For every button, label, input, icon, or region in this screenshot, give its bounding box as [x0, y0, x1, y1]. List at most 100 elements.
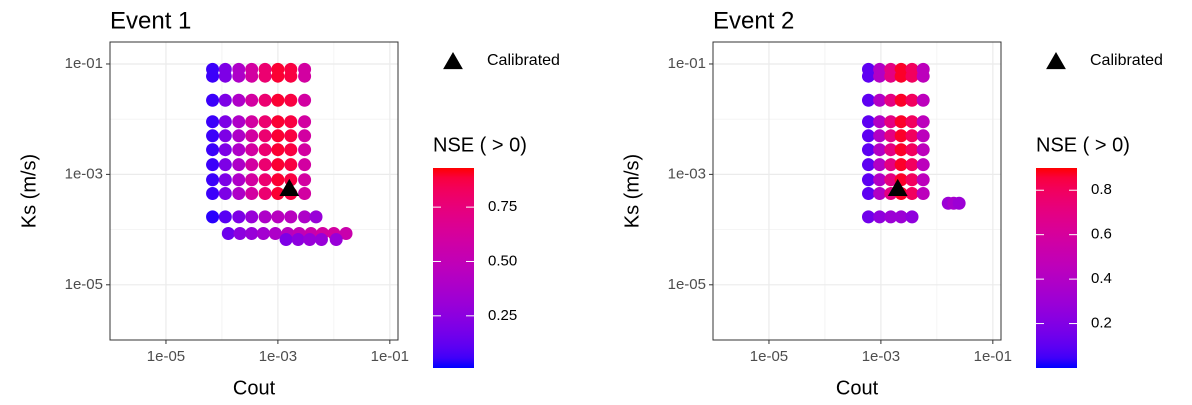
point [298, 129, 312, 143]
legend-label: Calibrated [1090, 52, 1163, 69]
legend-label: Calibrated [487, 52, 560, 69]
point [245, 115, 259, 129]
point [916, 93, 930, 107]
point [271, 115, 285, 129]
point [258, 93, 272, 107]
x-tick-label: 1e-05 [147, 348, 185, 365]
point [258, 129, 272, 143]
point [905, 158, 919, 172]
point [873, 158, 887, 172]
point [873, 143, 887, 157]
point [232, 187, 246, 201]
x-tick-label: 1e-01 [371, 348, 409, 365]
point [861, 93, 875, 107]
point [314, 233, 328, 247]
point [271, 143, 285, 157]
point [245, 158, 259, 172]
point [873, 115, 887, 129]
point [905, 143, 919, 157]
point [905, 187, 919, 201]
point [245, 226, 259, 240]
point [233, 226, 247, 240]
point [884, 158, 898, 172]
y-tick-label: 1e-05 [65, 276, 103, 293]
y-tick-label: 1e-01 [65, 55, 103, 72]
point [309, 210, 323, 224]
x-tick-label: 1e-05 [750, 348, 788, 365]
x-tick-label: 1e-01 [974, 348, 1012, 365]
point [271, 210, 285, 224]
point [245, 187, 259, 201]
point [232, 158, 246, 172]
point [861, 210, 875, 224]
point [861, 143, 875, 157]
point [873, 173, 887, 187]
calibrated-marker [279, 178, 300, 196]
point [245, 69, 259, 83]
y-tick-label: 1e-03 [65, 165, 103, 182]
point [206, 115, 220, 129]
point [952, 196, 966, 210]
point [206, 93, 220, 107]
point [298, 115, 312, 129]
x-tick-label: 1e-03 [259, 348, 297, 365]
point [916, 173, 930, 187]
point [291, 233, 305, 247]
point [894, 210, 908, 224]
point [271, 158, 285, 172]
point [258, 210, 272, 224]
point [916, 187, 930, 201]
point [232, 143, 246, 157]
colorbar-label: 0.50 [488, 252, 517, 269]
panel-border [712, 41, 1002, 341]
point [245, 143, 259, 157]
point [884, 143, 898, 157]
colorbar-label: 0.75 [488, 198, 517, 215]
colorbar-label: 0.8 [1091, 181, 1112, 198]
point [256, 226, 270, 240]
point [206, 129, 220, 143]
point [232, 69, 246, 83]
point [284, 93, 298, 107]
point [218, 143, 232, 157]
point [284, 158, 298, 172]
chart-title: Event 1 [110, 7, 191, 34]
point [232, 173, 246, 187]
point [271, 173, 285, 187]
point [861, 173, 875, 187]
point [206, 187, 220, 201]
point [873, 69, 887, 83]
point [298, 187, 312, 201]
point [279, 233, 293, 247]
x-tick-label: 1e-03 [862, 348, 900, 365]
point [258, 143, 272, 157]
point [245, 129, 259, 143]
point [218, 129, 232, 143]
point [905, 129, 919, 143]
point [218, 187, 232, 201]
point [905, 115, 919, 129]
point [258, 69, 272, 83]
y-tick-label: 1e-05 [668, 276, 706, 293]
point [329, 233, 343, 247]
y-axis-title: Ks (m/s) [621, 154, 643, 228]
point [268, 226, 282, 240]
point [258, 187, 272, 201]
point [206, 158, 220, 172]
point [905, 93, 919, 107]
point [298, 158, 312, 172]
point [873, 210, 887, 224]
point [916, 129, 930, 143]
point [916, 143, 930, 157]
point [258, 158, 272, 172]
point [905, 69, 919, 83]
point [232, 129, 246, 143]
point [206, 143, 220, 157]
point [894, 143, 908, 157]
colorbar [433, 168, 474, 368]
point [339, 226, 353, 240]
point [894, 115, 908, 129]
point [905, 173, 919, 187]
point [884, 129, 898, 143]
